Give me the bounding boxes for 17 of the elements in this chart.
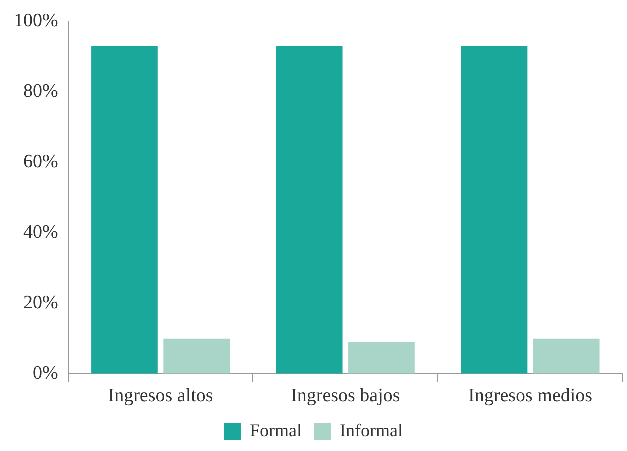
bar bbox=[461, 46, 528, 374]
y-tick-label: 100% bbox=[14, 10, 58, 32]
legend-label: Formal bbox=[250, 420, 302, 441]
bar bbox=[276, 46, 343, 374]
bar bbox=[164, 338, 230, 374]
x-tick-label: Ingresos bajos bbox=[291, 386, 400, 407]
y-tick-label: 60% bbox=[24, 152, 58, 173]
y-tick-label: 0% bbox=[33, 363, 58, 384]
y-tick-label: 40% bbox=[24, 222, 58, 244]
bar bbox=[533, 338, 600, 374]
x-tick-label: Ingresos altos bbox=[108, 386, 214, 407]
x-tick-label: Ingresos medios bbox=[468, 386, 593, 407]
legend-label: Informal bbox=[340, 420, 403, 441]
y-tick-label: 20% bbox=[24, 292, 58, 314]
bar bbox=[92, 46, 158, 374]
bar bbox=[348, 342, 415, 374]
y-tick-label: 80% bbox=[24, 80, 58, 102]
